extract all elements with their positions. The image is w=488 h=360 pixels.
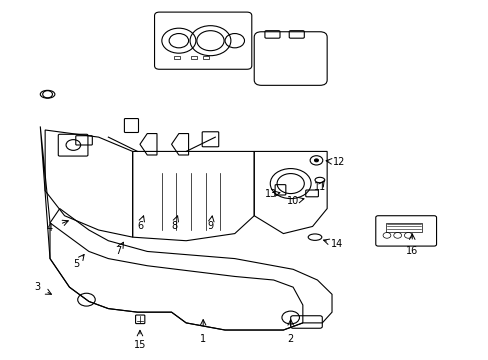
Text: 4: 4 — [47, 223, 53, 233]
Text: 5: 5 — [74, 259, 80, 269]
Text: 3: 3 — [35, 282, 41, 292]
Text: 13: 13 — [264, 189, 277, 199]
Text: 16: 16 — [406, 247, 418, 256]
Bar — [174, 56, 180, 59]
Text: 14: 14 — [330, 239, 342, 249]
Text: 11: 11 — [313, 182, 325, 192]
Text: 12: 12 — [332, 157, 345, 167]
Text: 2: 2 — [287, 334, 293, 344]
Text: 10: 10 — [286, 197, 299, 206]
Text: 1: 1 — [200, 334, 206, 344]
Text: 8: 8 — [171, 221, 177, 231]
Bar — [385, 223, 421, 232]
Text: 6: 6 — [137, 221, 142, 231]
Text: 9: 9 — [207, 221, 213, 231]
Bar — [203, 56, 208, 59]
Circle shape — [314, 159, 318, 162]
Text: 7: 7 — [115, 247, 121, 256]
Bar — [191, 56, 197, 59]
Text: 15: 15 — [134, 340, 146, 350]
